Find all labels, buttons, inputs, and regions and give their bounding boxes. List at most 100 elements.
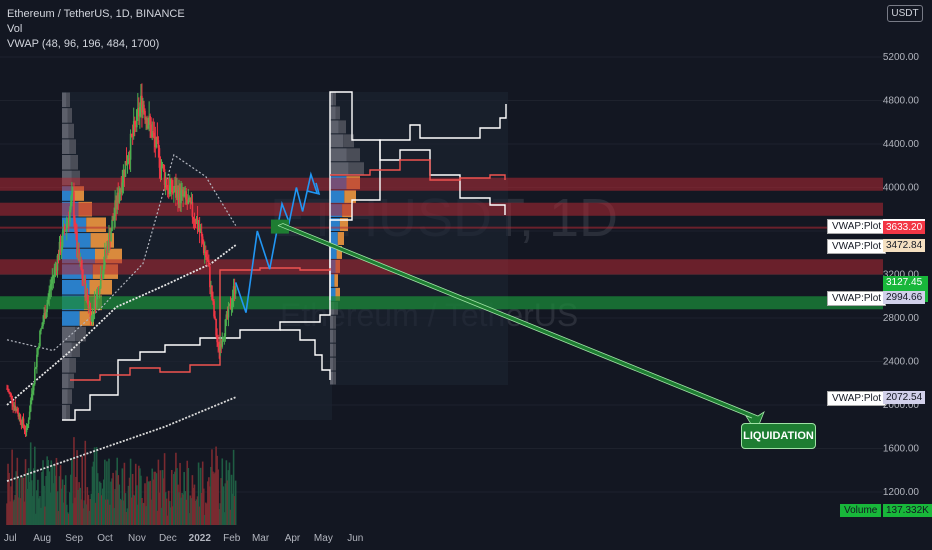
candle-body <box>56 255 59 271</box>
candle-body <box>54 266 57 268</box>
candle <box>166 184 169 198</box>
candle <box>156 122 159 145</box>
candle-body <box>228 303 231 306</box>
candle-body <box>63 226 66 231</box>
volume-bar <box>172 506 174 525</box>
vp-bar-sell <box>86 217 106 233</box>
volume-bar <box>190 498 193 525</box>
indicator-vwap[interactable]: VWAP (48, 96, 196, 484, 1700) <box>7 38 160 50</box>
candle <box>172 180 174 195</box>
candle <box>32 382 35 396</box>
candle <box>62 220 65 234</box>
volume-bar <box>145 506 147 525</box>
candle <box>9 391 11 398</box>
candle <box>8 388 10 395</box>
volume-bar <box>55 457 58 525</box>
candle-body <box>15 408 18 411</box>
candle-body <box>44 313 46 319</box>
candle <box>171 177 173 200</box>
candle-body <box>213 301 215 317</box>
volume-bar <box>109 504 111 525</box>
candle <box>16 406 19 414</box>
vp-bar-sell <box>335 287 340 301</box>
candle <box>126 155 129 174</box>
candle-body <box>112 219 114 221</box>
volume-bar <box>34 446 36 525</box>
vp-bar-sell <box>348 162 364 176</box>
candle-body <box>160 166 163 171</box>
candle-body <box>95 292 98 308</box>
volume-bar <box>107 499 109 525</box>
time-tick-label: Sep <box>65 533 83 544</box>
candle <box>82 269 85 287</box>
candle <box>71 182 73 207</box>
volume-bar <box>110 481 112 525</box>
candle-body <box>227 305 230 318</box>
price-tag-name: VWAP:Plot <box>827 290 887 306</box>
candle <box>40 327 42 335</box>
volume-bar <box>94 502 97 525</box>
volume-bar <box>39 496 41 525</box>
price-tag: VWAP:Plot3650.59 <box>827 219 926 235</box>
step-line <box>329 91 506 300</box>
time-tick-label: Mar <box>252 533 270 544</box>
candle <box>173 186 175 203</box>
indicator-volume[interactable]: Vol <box>7 23 23 35</box>
volume-bar <box>157 459 160 525</box>
candle-body <box>114 200 116 217</box>
volume-bars <box>6 437 237 525</box>
candle <box>222 336 225 342</box>
candle-body <box>25 428 28 433</box>
volume-bar <box>177 484 179 525</box>
candle-body <box>50 283 53 290</box>
volume-bar <box>193 484 196 525</box>
currency-selector[interactable]: USDT <box>887 5 923 22</box>
candle-body <box>38 345 40 348</box>
candle <box>169 178 172 197</box>
candle-body <box>53 267 56 276</box>
candle <box>234 282 237 300</box>
candle-body <box>164 179 167 186</box>
volume-bar <box>211 449 213 525</box>
volume-bar <box>213 473 215 525</box>
candle-body <box>119 188 122 195</box>
vp-bar-sell <box>346 148 360 162</box>
volume-profile <box>62 92 508 420</box>
candle <box>212 291 214 305</box>
candle-body <box>141 95 143 113</box>
volume-bar <box>65 504 68 525</box>
candle-body <box>58 241 61 260</box>
vp-bar-buy <box>62 358 70 373</box>
volume-bar <box>105 499 107 525</box>
candle <box>30 388 33 405</box>
candle <box>81 259 83 286</box>
candle-body <box>153 132 156 140</box>
candle-body <box>43 313 45 322</box>
candle-body <box>76 231 78 257</box>
volume-bar <box>224 483 227 525</box>
candle <box>210 280 212 297</box>
candle-body <box>177 189 179 205</box>
volume-bar <box>168 501 171 525</box>
candle-body <box>80 260 82 270</box>
candle <box>31 384 34 401</box>
candle <box>110 227 112 242</box>
vp-bar-buy <box>62 139 70 154</box>
volume-bar <box>152 479 155 525</box>
candle <box>48 285 51 307</box>
volume-bar <box>83 500 86 525</box>
candle-body <box>66 220 69 224</box>
candle <box>88 301 91 313</box>
price-zones <box>0 177 883 310</box>
price-tick-label: 4800.00 <box>883 96 920 107</box>
volume-bar <box>51 464 54 525</box>
volume-bar <box>227 470 230 525</box>
candle <box>17 407 20 420</box>
volume-bar <box>188 513 191 525</box>
liquidation-arrow-shape <box>277 223 765 433</box>
candle <box>85 283 88 303</box>
candle-body <box>197 228 200 230</box>
candle-body <box>39 330 41 346</box>
candle-body <box>113 216 115 221</box>
